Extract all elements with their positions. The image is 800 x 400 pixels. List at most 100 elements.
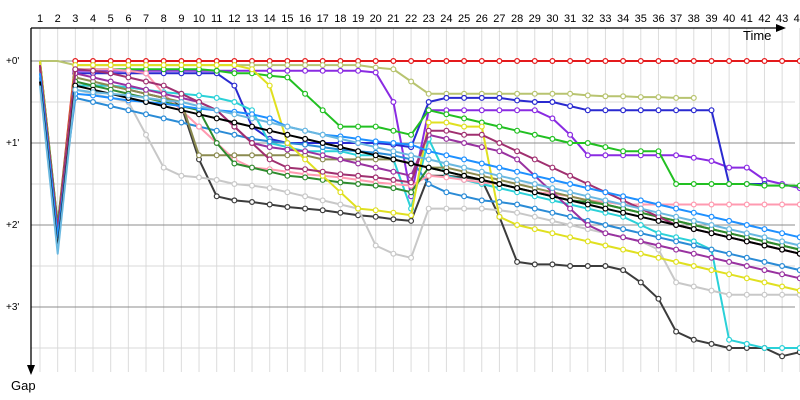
x-tick-label: 37 [670,13,682,25]
data-point [284,131,291,138]
data-point [673,238,680,245]
data-point [372,174,379,181]
data-point [390,250,397,257]
data-point [673,107,680,114]
data-point [567,189,574,196]
data-point [266,156,273,163]
data-point [372,57,379,64]
data-point [284,189,291,196]
data-point [284,172,291,179]
data-point [425,127,432,134]
y-tick-label: +1' [6,138,19,149]
x-tick-label: 10 [193,13,205,25]
data-point [443,152,450,159]
data-point [673,328,680,335]
data-point [602,152,609,159]
data-point [584,263,591,270]
data-point [531,172,538,179]
data-point [761,258,768,265]
data-point [319,67,326,74]
data-point [319,107,326,114]
data-point [213,193,220,200]
data-point [72,66,79,73]
data-point [107,70,114,77]
data-point [372,182,379,189]
data-point [602,197,609,204]
data-point [620,148,627,155]
data-point [567,131,574,138]
data-point [514,209,521,216]
data-point [160,115,167,122]
data-point [673,152,680,159]
data-point [549,230,556,237]
data-point [178,107,185,114]
data-point [655,242,662,249]
data-point [514,127,521,134]
data-point [743,238,750,245]
data-point [584,140,591,147]
data-point [531,213,538,220]
data-point [461,94,468,101]
data-point [160,97,167,104]
x-tick-label: 31 [564,13,576,25]
data-point [708,254,715,261]
data-point [196,103,203,110]
data-point [266,62,273,69]
data-point [266,185,273,192]
data-point [673,246,680,253]
data-point [249,66,256,73]
data-point [690,226,697,233]
x-tick-label: 30 [546,13,558,25]
data-point [196,92,203,99]
data-point [726,226,733,233]
data-point [726,234,733,241]
data-point [779,353,786,360]
x-axis-arrow [776,24,786,32]
data-point [637,213,644,220]
data-point [567,57,574,64]
x-tick-label: 14 [264,13,276,25]
x-tick-label: 24 [440,13,452,25]
data-point [372,242,379,249]
data-point [496,123,503,130]
data-point [690,209,697,216]
data-point [690,57,697,64]
data-point [390,148,397,155]
data-point [514,107,521,114]
data-point [514,222,521,229]
data-point [461,57,468,64]
data-point [478,131,485,138]
data-point [637,94,644,101]
data-point [160,82,167,89]
data-point [355,62,362,69]
data-point [89,62,96,69]
data-point [496,140,503,147]
data-point [584,107,591,114]
data-point [408,141,415,148]
data-point [337,171,344,178]
data-point [761,234,768,241]
data-point [690,283,697,290]
data-point [408,160,415,167]
data-point [496,172,503,179]
data-point [107,103,114,110]
data-point [425,164,432,171]
data-point [89,67,96,74]
data-point [761,267,768,274]
series-line [39,81,800,255]
data-point [708,246,715,253]
data-point [743,254,750,261]
data-point [302,166,309,173]
x-tick-label: 27 [493,13,505,25]
x-tick-label: 16 [299,13,311,25]
data-point [567,213,574,220]
y-tick-label: +0' [6,56,19,67]
data-point [655,209,662,216]
data-point [125,92,132,99]
data-point [496,57,503,64]
data-point [231,119,238,126]
data-point [673,279,680,286]
data-point [390,98,397,105]
data-point [390,66,397,73]
data-point [408,217,415,224]
